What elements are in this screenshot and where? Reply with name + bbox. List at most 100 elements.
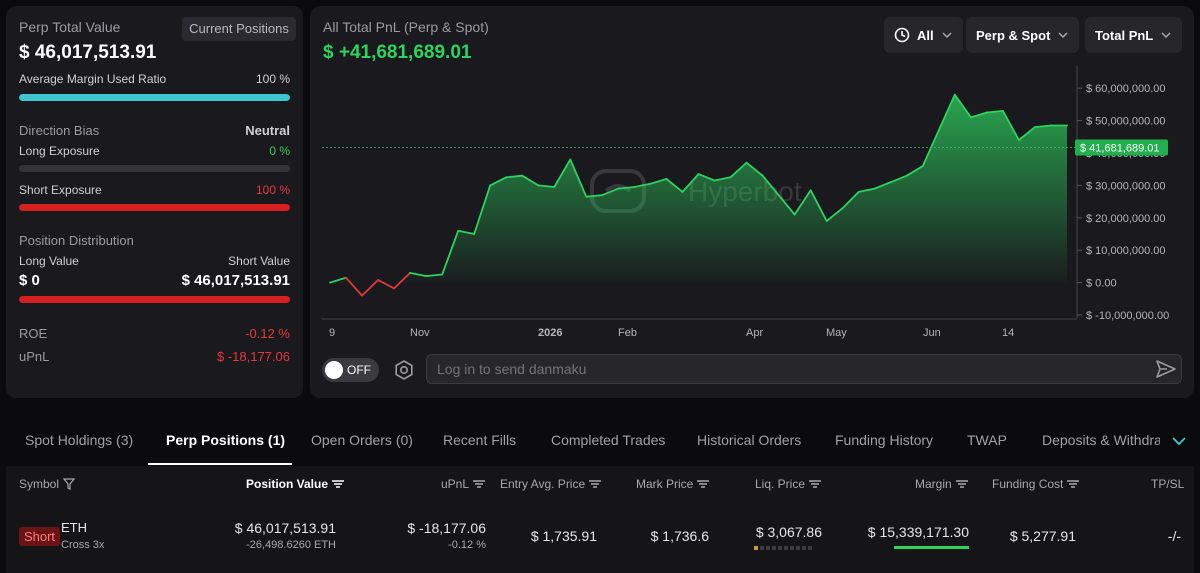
- entry-price: $ 1,735.91: [530, 528, 597, 544]
- tab-funding-history[interactable]: Funding History: [835, 432, 934, 448]
- row-upnl: $ -18,177.06: [407, 520, 486, 536]
- col-mark-price-label: Mark Price: [636, 477, 694, 491]
- pnl-line-segment: [361, 279, 379, 297]
- pnl-line-segment: [585, 194, 604, 198]
- direction-bias-value: Neutral: [245, 123, 290, 138]
- y-tick-label: $ 50,000,000.00: [1086, 116, 1166, 128]
- long-exposure-bar: [19, 165, 290, 172]
- tab-historical-orders[interactable]: Historical Orders: [697, 432, 802, 448]
- liq-risk-segment: [802, 546, 806, 550]
- tab-perp-positions[interactable]: Perp Positions (1): [166, 432, 286, 448]
- pnl-line-segment: [745, 161, 764, 177]
- pnl-line-segment: [825, 207, 844, 222]
- pnl-line-segment: [441, 229, 460, 276]
- position-size: -26,498.6260 ETH: [246, 539, 336, 551]
- pnl-line-segment: [601, 187, 620, 197]
- col-mark-price[interactable]: Mark Price: [636, 477, 710, 491]
- pnl-line-segment: [761, 174, 780, 197]
- current-value-badge: [1075, 139, 1168, 156]
- pnl-line-segment: [393, 271, 411, 290]
- x-tick-label: Apr: [746, 327, 763, 339]
- period-filter-label: All: [917, 27, 934, 43]
- liq-risk-segment: [754, 546, 758, 550]
- send-icon[interactable]: [1155, 359, 1177, 379]
- liq-risk-segment: [784, 546, 788, 550]
- col-position-value[interactable]: Position Value: [246, 477, 345, 491]
- col-position-value-label: Position Value: [246, 477, 329, 491]
- period-filter-dropdown[interactable]: All: [884, 17, 963, 53]
- market-filter-dropdown[interactable]: Perp & Spot: [966, 17, 1080, 53]
- col-margin[interactable]: Margin: [915, 477, 968, 491]
- pnl-chart: Hyperbot $ 60,000,000.00$ 50,000,000.00$…: [322, 66, 1169, 339]
- position-distribution-bar: [19, 296, 290, 303]
- pnl-line-segment: [889, 174, 908, 184]
- pnl-line-segment: [841, 190, 860, 210]
- col-upnl-label: uPnL: [441, 477, 470, 491]
- chevron-down-icon: [1058, 32, 1068, 39]
- tab-open-orders[interactable]: Open Orders (0): [311, 432, 413, 448]
- upnl-label: uPnL: [19, 349, 50, 364]
- pnl-line-segment: [521, 174, 540, 187]
- long-value-label: Long Value: [19, 254, 79, 268]
- settings-icon[interactable]: [393, 359, 415, 381]
- current-positions-button[interactable]: Current Positions: [182, 17, 296, 41]
- metric-filter-dropdown[interactable]: Total PnL: [1085, 17, 1183, 53]
- col-upnl[interactable]: uPnL: [441, 477, 486, 491]
- filter-icon[interactable]: [63, 478, 76, 490]
- tab-deposits-withdraw[interactable]: Deposits & Withdraw: [1042, 432, 1160, 448]
- pnl-line-segment: [986, 110, 1004, 114]
- current-value-label: $ 41,681,689.01: [1080, 143, 1160, 155]
- col-funding-cost-label: Funding Cost: [992, 477, 1064, 491]
- pnl-line-segment: [713, 176, 732, 182]
- symbol-name[interactable]: ETH: [61, 520, 87, 535]
- pnl-line-segment: [617, 186, 636, 190]
- liq-risk-segment: [760, 546, 764, 550]
- col-funding-cost[interactable]: Funding Cost: [992, 477, 1080, 491]
- leverage-label: Cross 3x: [61, 539, 105, 551]
- pnl-line-segment: [489, 176, 508, 187]
- col-entry-price[interactable]: Entry Avg. Price: [500, 477, 602, 491]
- pnl-line-segment: [537, 184, 556, 188]
- x-tick-label: 2026: [538, 327, 562, 339]
- short-value: $ 46,017,513.91: [181, 272, 290, 289]
- liq-risk-segment: [778, 546, 782, 550]
- pnl-line-segment: [777, 194, 796, 216]
- short-exposure-bar: [19, 204, 290, 211]
- danmaku-toggle[interactable]: OFF: [322, 358, 379, 382]
- y-tick-label: $ 10,000,000.00: [1086, 245, 1166, 257]
- mark-price: $ 1,736.6: [650, 528, 709, 544]
- liq-risk-segment: [796, 546, 800, 550]
- pnl-line-segment: [409, 271, 427, 278]
- liq-risk-segment: [808, 546, 812, 550]
- clock-icon: [894, 27, 910, 43]
- sort-icon: [809, 480, 822, 488]
- pnl-line-segment: [505, 174, 524, 179]
- chart-title: All Total PnL (Perp & Spot): [323, 19, 489, 35]
- tab-completed-trades[interactable]: Completed Trades: [551, 432, 666, 448]
- tab-recent-fills[interactable]: Recent Fills: [443, 432, 517, 448]
- short-exposure-value: 100 %: [255, 183, 290, 197]
- col-symbol[interactable]: Symbol: [19, 477, 76, 491]
- market-filter-label: Perp & Spot: [976, 27, 1051, 43]
- avg-margin-label: Average Margin Used Ratio: [19, 72, 167, 86]
- side-badge: Short: [19, 527, 60, 546]
- x-tick-label: Feb: [618, 327, 637, 339]
- x-tick-label: May: [826, 327, 847, 339]
- pnl-line-segment: [729, 161, 748, 179]
- liq-price: $ 3,067.86: [755, 524, 822, 540]
- col-liq-price[interactable]: Liq. Price: [755, 477, 822, 491]
- tab-twap[interactable]: TWAP: [967, 432, 1007, 448]
- chevron-down-icon[interactable]: [1171, 434, 1187, 448]
- pnl-line-segment: [905, 165, 924, 177]
- pnl-line-segment: [793, 189, 812, 216]
- danmaku-input[interactable]: [426, 354, 1182, 384]
- position-value: $ 46,017,513.91: [234, 520, 336, 536]
- pnl-line-segment: [681, 173, 700, 193]
- pnl-line-segment: [697, 173, 716, 182]
- col-tpsl: TP/SL: [1151, 477, 1184, 491]
- toggle-knob: [325, 361, 343, 379]
- tab-spot-holdings[interactable]: Spot Holdings (3): [25, 432, 134, 448]
- tpsl-value[interactable]: -/-: [1167, 528, 1181, 544]
- margin-value: $ 15,339,171.30: [867, 524, 969, 540]
- liq-risk-segment: [790, 546, 794, 550]
